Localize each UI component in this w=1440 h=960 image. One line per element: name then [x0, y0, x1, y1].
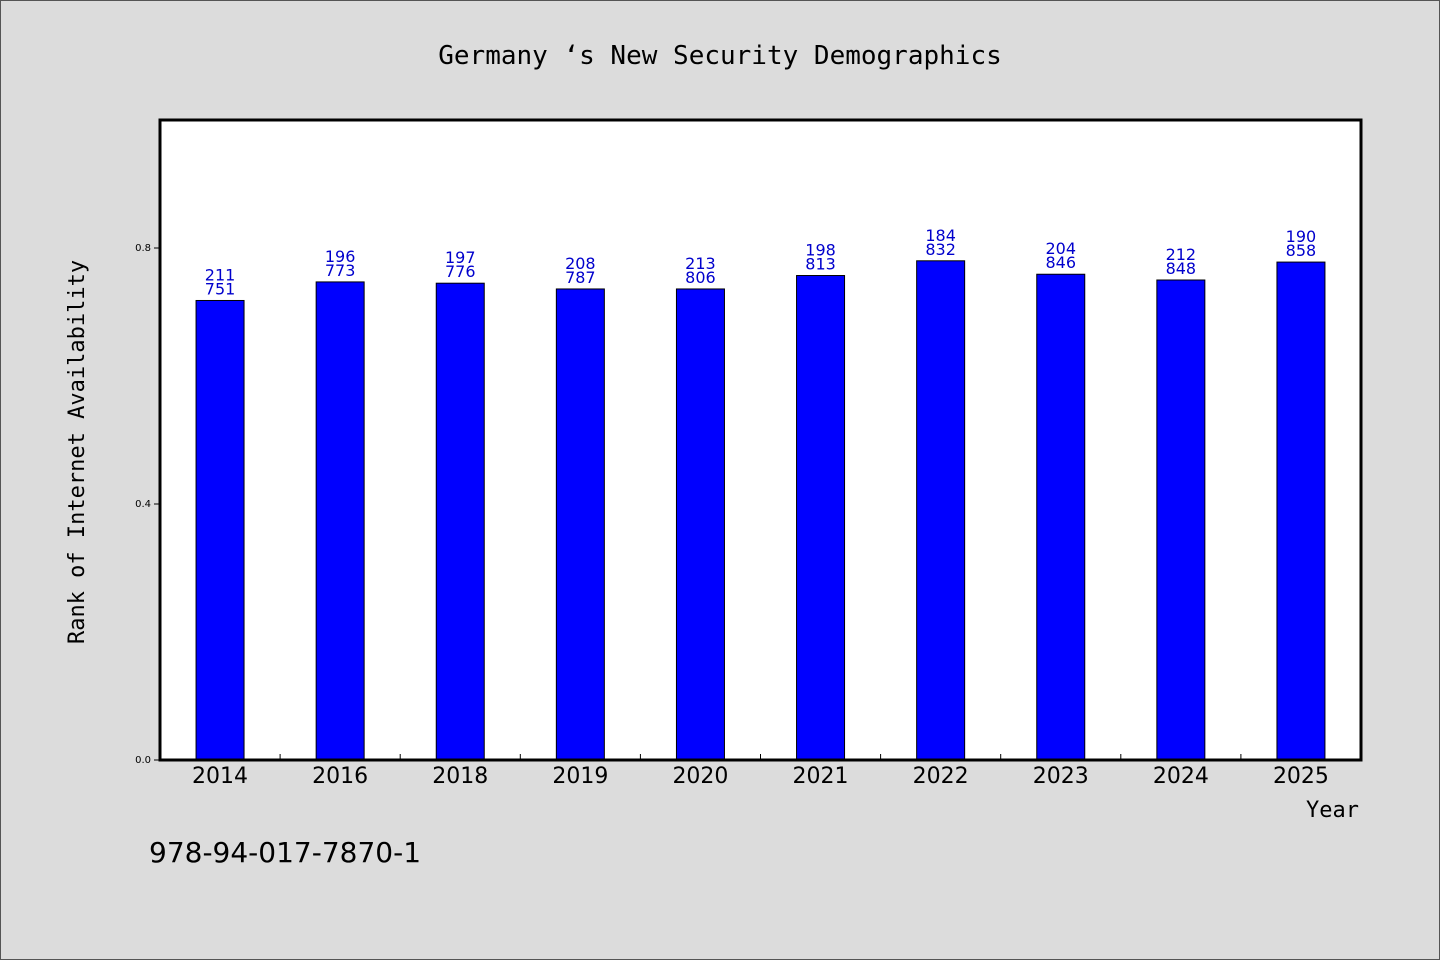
x-tick-label-2023: 2023 [1033, 764, 1089, 789]
chart-title: Germany ‘s New Security Demographics [438, 41, 1002, 71]
bar-2022 [916, 260, 966, 761]
data-label-bottom-2018: 776 [445, 262, 476, 281]
data-label-top-2022: 184 [925, 226, 956, 245]
x-tick-label-2024: 2024 [1153, 764, 1209, 789]
data-label-top-2016: 196 [325, 247, 356, 266]
data-label-top-2021: 198 [805, 241, 836, 260]
data-label-top-2019: 208 [565, 254, 596, 273]
y-axis: 0.0 0.4 0.8 [135, 243, 160, 766]
bar-2020 [675, 288, 725, 761]
y-axis-label: Rank of Internet Availability [65, 260, 90, 644]
x-axis-label: Year [1306, 798, 1359, 823]
y-tick-label-0.0: 0.0 [135, 755, 151, 766]
data-label-top-2020: 213 [685, 254, 716, 273]
data-label-bottom-2019: 787 [565, 268, 596, 287]
bar-2016 [315, 281, 365, 761]
data-label-top-2024: 212 [1166, 245, 1197, 264]
plot-frame [158, 118, 1363, 762]
data-label-bottom-2023: 846 [1045, 253, 1076, 272]
data-label-bottom-2016: 773 [325, 261, 356, 280]
x-tick-label-2014: 2014 [192, 764, 248, 789]
data-label-bottom-2020: 806 [685, 268, 716, 287]
data-label-top-2018: 197 [445, 248, 476, 267]
x-tick-label-2016: 2016 [312, 764, 368, 789]
data-label-bottom-2021: 813 [805, 255, 836, 274]
isbn-text: 978-94-017-7870-1 [149, 836, 421, 869]
x-tick-label-2021: 2021 [793, 764, 849, 789]
x-tick-label-2025: 2025 [1273, 764, 1329, 789]
data-label-bottom-2024: 848 [1166, 259, 1197, 278]
x-tick-label-2020: 2020 [672, 764, 728, 789]
bar-2025 [1276, 261, 1326, 761]
data-label-top-2014: 211 [205, 265, 236, 284]
y-tick-label-0.8: 0.8 [135, 243, 151, 254]
x-tick-label-2018: 2018 [432, 764, 488, 789]
data-label-bottom-2025: 858 [1286, 241, 1317, 260]
bar-2019 [555, 288, 605, 761]
bar-2023 [1036, 273, 1086, 761]
data-label-top-2025: 190 [1286, 227, 1317, 246]
bar-2018 [435, 282, 485, 761]
x-tick-label-2019: 2019 [552, 764, 608, 789]
bar-2024 [1156, 279, 1206, 761]
data-label-top-2023: 204 [1045, 239, 1076, 258]
data-label-bottom-2022: 832 [925, 240, 956, 259]
x-axis: 2014 2016 2018 2019 2020 2021 2022 2023 2024 2025 [192, 754, 1329, 789]
x-tick-label-2022: 2022 [913, 764, 969, 789]
bar-2014 [195, 299, 245, 761]
bar-2021 [796, 275, 846, 761]
data-label-bottom-2014: 751 [205, 279, 236, 298]
bars-layer [195, 260, 1326, 761]
y-tick-label-0.4: 0.4 [135, 499, 151, 510]
